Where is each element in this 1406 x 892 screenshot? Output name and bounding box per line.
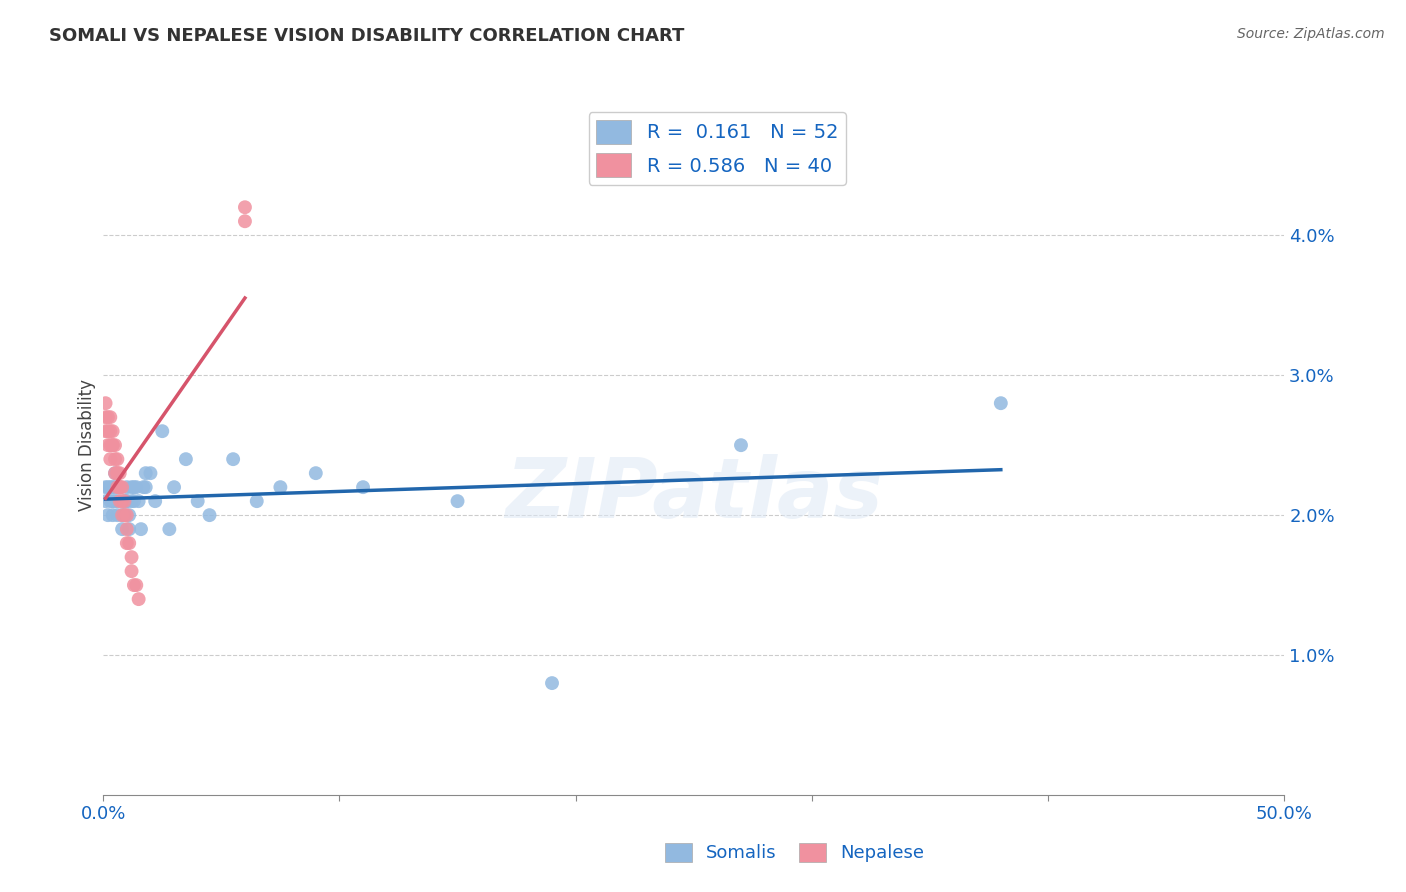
Point xyxy=(121,494,143,508)
Point xyxy=(121,564,143,578)
Point xyxy=(104,452,127,467)
Point xyxy=(157,522,180,536)
Point xyxy=(98,410,121,425)
Point xyxy=(94,410,117,425)
Point xyxy=(115,494,138,508)
Point xyxy=(115,522,138,536)
Point xyxy=(135,480,157,494)
Text: ZIPatlas: ZIPatlas xyxy=(505,454,883,534)
Point xyxy=(246,494,269,508)
Point xyxy=(98,438,121,452)
Point xyxy=(108,480,131,494)
Point xyxy=(108,480,131,494)
Point xyxy=(115,536,138,550)
Point xyxy=(115,508,138,523)
Point xyxy=(101,480,124,494)
Point xyxy=(105,508,128,523)
Point xyxy=(104,466,127,480)
Point xyxy=(122,480,145,494)
Point xyxy=(94,494,117,508)
Point xyxy=(129,522,152,536)
Point xyxy=(105,452,128,467)
Point xyxy=(94,480,117,494)
Point xyxy=(139,466,162,480)
Point xyxy=(105,494,128,508)
Point xyxy=(143,494,166,508)
Point xyxy=(104,480,127,494)
Y-axis label: Vision Disability: Vision Disability xyxy=(79,379,96,511)
Point xyxy=(125,578,148,592)
Point xyxy=(101,438,124,452)
Point xyxy=(104,438,127,452)
Point xyxy=(187,494,209,508)
Legend: Somalis, Nepalese: Somalis, Nepalese xyxy=(658,836,931,870)
Point xyxy=(98,452,121,467)
Point xyxy=(233,200,256,214)
Point xyxy=(352,480,374,494)
Point xyxy=(150,424,173,438)
Point xyxy=(128,494,150,508)
Text: Source: ZipAtlas.com: Source: ZipAtlas.com xyxy=(1237,27,1385,41)
Point xyxy=(101,424,124,438)
Point xyxy=(174,452,197,467)
Point xyxy=(118,522,141,536)
Point xyxy=(111,508,134,523)
Point xyxy=(446,494,468,508)
Point xyxy=(97,424,120,438)
Point xyxy=(101,508,124,523)
Point xyxy=(104,494,127,508)
Point xyxy=(114,508,136,523)
Point xyxy=(118,508,141,523)
Point xyxy=(135,466,157,480)
Point xyxy=(94,396,117,410)
Point xyxy=(990,396,1012,410)
Point xyxy=(121,480,143,494)
Legend: R =  0.161   N = 52, R = 0.586   N = 40: R = 0.161 N = 52, R = 0.586 N = 40 xyxy=(589,112,846,185)
Point xyxy=(105,480,128,494)
Text: SOMALI VS NEPALESE VISION DISABILITY CORRELATION CHART: SOMALI VS NEPALESE VISION DISABILITY COR… xyxy=(49,27,685,45)
Point xyxy=(122,494,145,508)
Point xyxy=(98,424,121,438)
Point xyxy=(233,214,256,228)
Point xyxy=(541,676,564,690)
Point xyxy=(98,494,121,508)
Point xyxy=(118,536,141,550)
Point xyxy=(222,452,245,467)
Point xyxy=(97,438,120,452)
Point xyxy=(114,494,136,508)
Point xyxy=(98,480,121,494)
Point xyxy=(111,508,134,523)
Point xyxy=(97,508,120,523)
Point xyxy=(125,480,148,494)
Point xyxy=(105,466,128,480)
Point xyxy=(132,480,155,494)
Point xyxy=(115,494,138,508)
Point xyxy=(97,410,120,425)
Point xyxy=(269,480,291,494)
Point xyxy=(111,480,134,494)
Point xyxy=(104,466,127,480)
Point xyxy=(108,480,131,494)
Point xyxy=(101,494,124,508)
Point xyxy=(101,438,124,452)
Point xyxy=(108,466,131,480)
Point xyxy=(111,494,134,508)
Point xyxy=(115,480,138,494)
Point xyxy=(122,578,145,592)
Point xyxy=(111,522,134,536)
Point xyxy=(128,592,150,607)
Point xyxy=(305,466,328,480)
Point xyxy=(730,438,752,452)
Point xyxy=(114,508,136,523)
Point xyxy=(114,494,136,508)
Point xyxy=(97,480,120,494)
Point xyxy=(94,424,117,438)
Point xyxy=(121,550,143,565)
Point xyxy=(198,508,221,523)
Point xyxy=(105,466,128,480)
Point xyxy=(108,494,131,508)
Point xyxy=(163,480,186,494)
Point xyxy=(108,480,131,494)
